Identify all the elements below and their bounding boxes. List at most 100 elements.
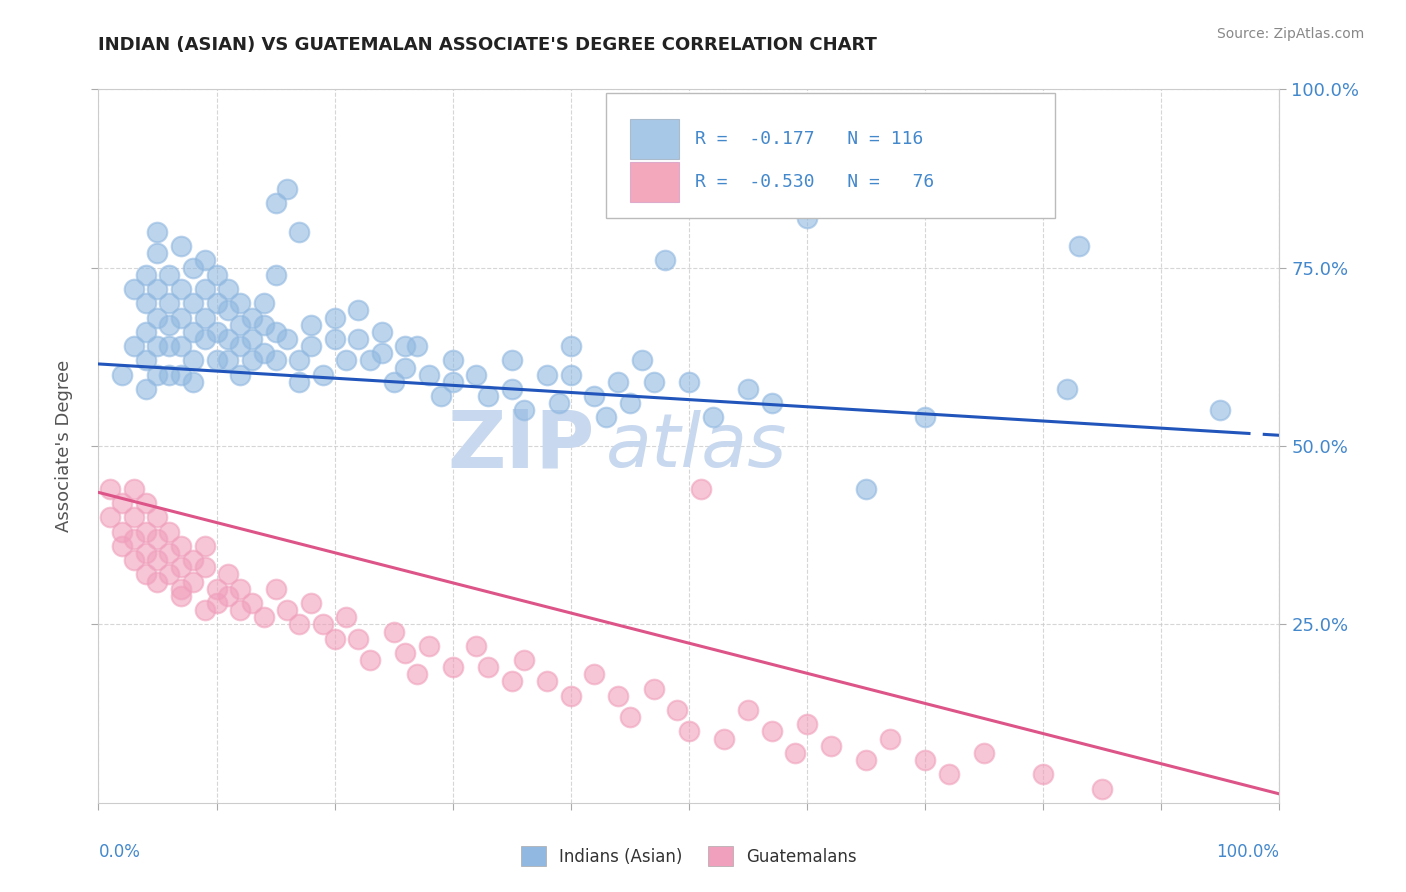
Point — [217, 303, 239, 318]
Point — [122, 339, 145, 353]
Text: 0.0%: 0.0% — [98, 843, 141, 861]
Point — [264, 353, 287, 368]
Point — [181, 260, 204, 275]
Point — [1091, 781, 1114, 796]
Point — [276, 332, 298, 346]
Point — [264, 268, 287, 282]
Point — [217, 282, 239, 296]
Point — [111, 368, 134, 382]
Point — [299, 339, 322, 353]
Point — [583, 667, 606, 681]
Point — [98, 482, 121, 496]
Point — [157, 546, 180, 560]
Point — [135, 524, 157, 539]
Point — [194, 310, 217, 325]
Point — [643, 681, 665, 696]
Point — [501, 353, 523, 368]
Point — [1056, 382, 1078, 396]
Point — [264, 325, 287, 339]
Point — [430, 389, 453, 403]
Point — [666, 703, 689, 717]
Point — [146, 510, 169, 524]
Point — [406, 667, 429, 681]
Point — [253, 610, 276, 624]
Point — [217, 353, 239, 368]
Point — [678, 375, 700, 389]
Point — [465, 368, 488, 382]
Point — [229, 582, 252, 596]
Point — [737, 703, 759, 717]
Point — [938, 767, 960, 781]
Point — [276, 603, 298, 617]
Point — [713, 731, 735, 746]
FancyBboxPatch shape — [630, 120, 679, 159]
Point — [157, 567, 180, 582]
Point — [359, 653, 381, 667]
Point — [181, 375, 204, 389]
Point — [135, 325, 157, 339]
Point — [1067, 239, 1090, 253]
Point — [583, 389, 606, 403]
Point — [264, 196, 287, 211]
Point — [170, 539, 193, 553]
Point — [371, 346, 394, 360]
Point — [205, 353, 228, 368]
Point — [288, 353, 311, 368]
Point — [205, 268, 228, 282]
Point — [855, 482, 877, 496]
Point — [157, 268, 180, 282]
Point — [194, 282, 217, 296]
Point — [146, 368, 169, 382]
Point — [170, 589, 193, 603]
Point — [253, 296, 276, 310]
Point — [879, 731, 901, 746]
Point — [205, 596, 228, 610]
Point — [654, 253, 676, 268]
Point — [229, 339, 252, 353]
Point — [157, 318, 180, 332]
Point — [135, 268, 157, 282]
Point — [229, 368, 252, 382]
Point — [619, 710, 641, 724]
Point — [229, 318, 252, 332]
Point — [181, 574, 204, 589]
Point — [146, 225, 169, 239]
Point — [536, 368, 558, 382]
Point — [560, 339, 582, 353]
Point — [288, 617, 311, 632]
Point — [619, 396, 641, 410]
Point — [678, 724, 700, 739]
Point — [146, 532, 169, 546]
Point — [276, 182, 298, 196]
Point — [323, 310, 346, 325]
Point — [914, 753, 936, 767]
Point — [135, 567, 157, 582]
Point — [607, 689, 630, 703]
Point — [229, 296, 252, 310]
Point — [122, 532, 145, 546]
Point — [181, 325, 204, 339]
Point — [157, 296, 180, 310]
Point — [335, 610, 357, 624]
Point — [560, 368, 582, 382]
Point — [98, 510, 121, 524]
Point — [973, 746, 995, 760]
Point — [122, 553, 145, 567]
Point — [643, 375, 665, 389]
Point — [1209, 403, 1232, 417]
Point — [111, 524, 134, 539]
Point — [689, 482, 711, 496]
Point — [194, 560, 217, 574]
Point — [323, 332, 346, 346]
Point — [146, 282, 169, 296]
Point — [146, 553, 169, 567]
Point — [157, 368, 180, 382]
Point — [217, 567, 239, 582]
Point — [253, 318, 276, 332]
Point — [181, 353, 204, 368]
Point — [194, 332, 217, 346]
Point — [761, 724, 783, 739]
Point — [359, 353, 381, 368]
Point — [441, 375, 464, 389]
Text: INDIAN (ASIAN) VS GUATEMALAN ASSOCIATE'S DEGREE CORRELATION CHART: INDIAN (ASIAN) VS GUATEMALAN ASSOCIATE'S… — [98, 36, 877, 54]
